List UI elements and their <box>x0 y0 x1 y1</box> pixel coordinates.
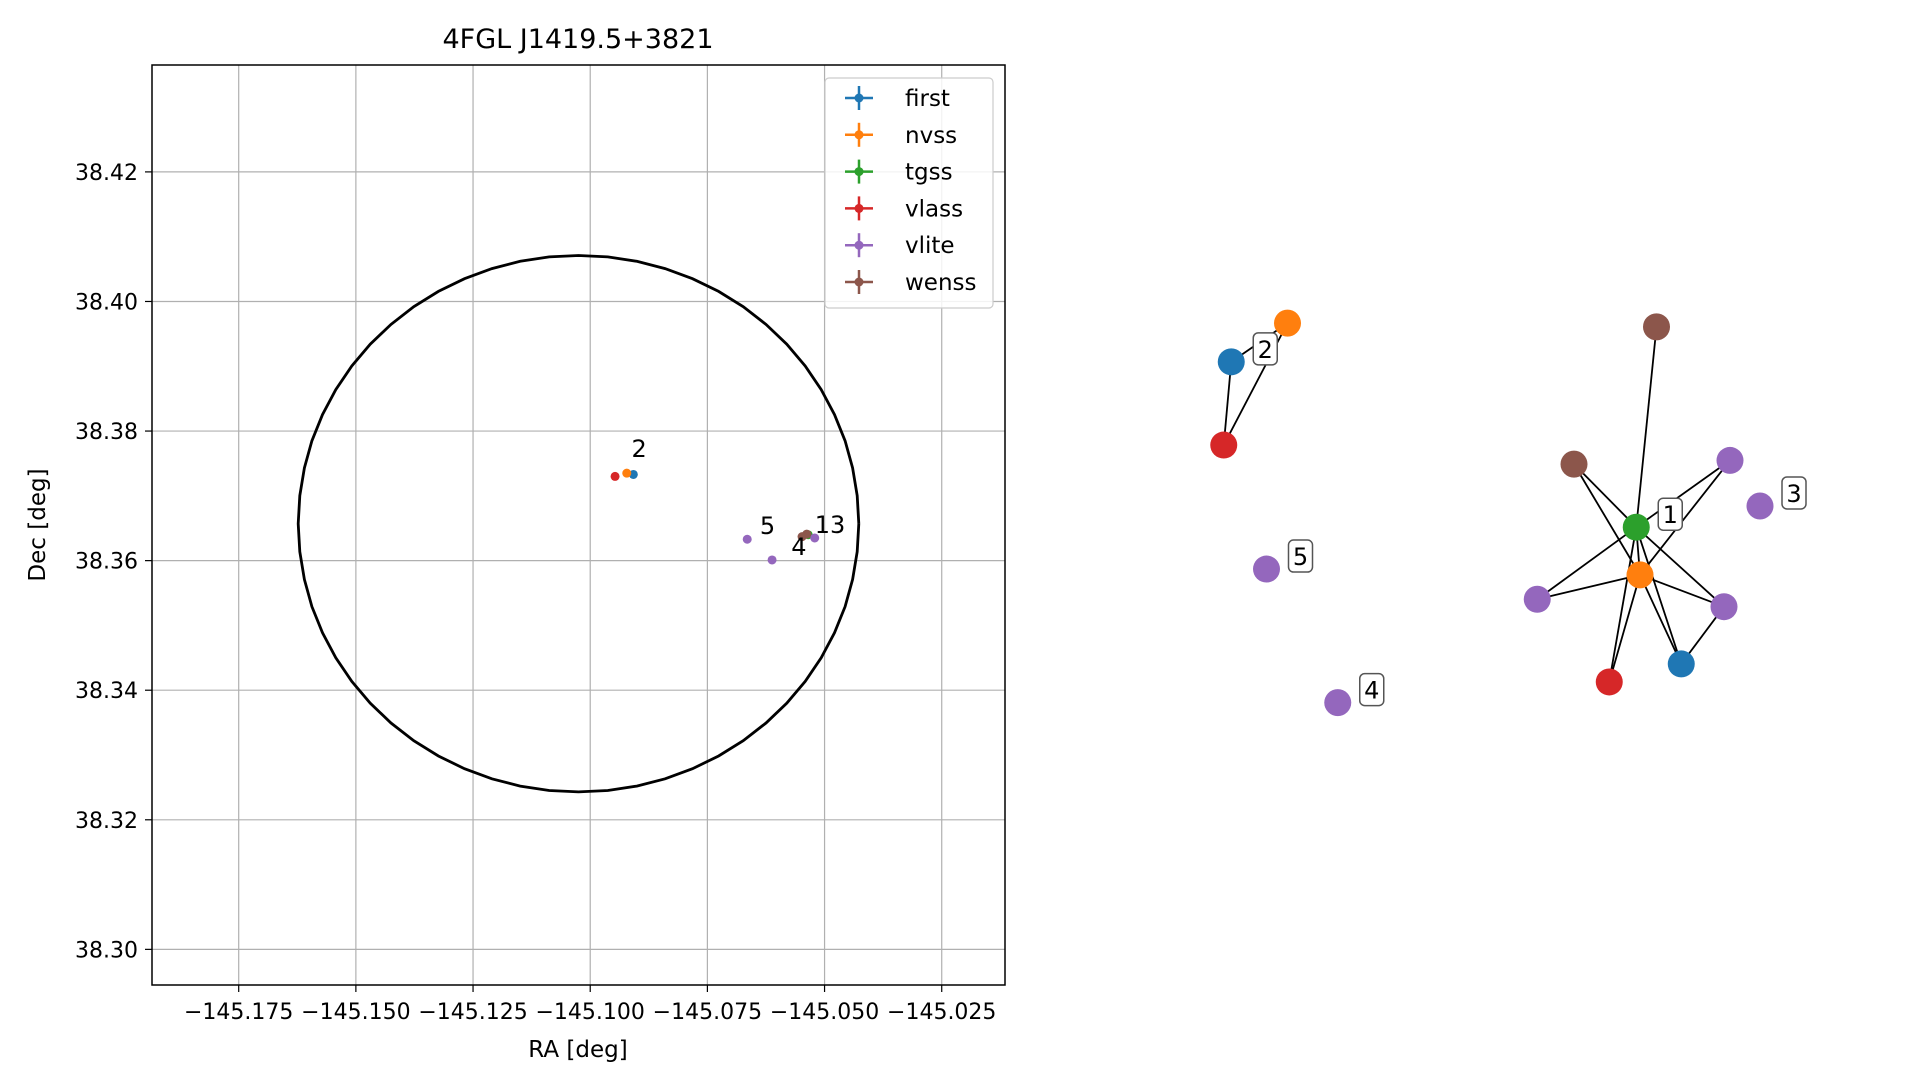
y-ticks: 38.30 38.32 38.34 38.36 38.38 38.40 38.42 <box>75 161 152 963</box>
point-annotation: 5 <box>760 512 775 540</box>
cluster-label-text: 3 <box>1786 480 1801 508</box>
graph-edge <box>1573 463 1637 528</box>
graph-node <box>1523 585 1551 613</box>
graph-node <box>1595 668 1623 696</box>
graph-node <box>1746 492 1774 520</box>
point-annotation: 13 <box>815 511 846 539</box>
y-tick-label: 38.36 <box>75 550 138 575</box>
point-annotation: 4 <box>791 533 806 561</box>
point-nvss <box>622 468 632 478</box>
cluster-label: 4 <box>1359 672 1385 707</box>
graph-node <box>1710 593 1738 621</box>
cluster-label: 2 <box>1252 332 1278 366</box>
cluster-label-text: 2 <box>1258 336 1273 364</box>
point-wenss <box>802 529 812 539</box>
legend-item-tgss: tgss <box>845 159 953 186</box>
graph-edge <box>1573 463 1641 576</box>
graph-node <box>1643 313 1670 341</box>
graph-node <box>1217 348 1245 376</box>
y-tick-label: 38.38 <box>75 420 138 445</box>
y-tick-label: 38.32 <box>75 809 138 834</box>
y-tick-label: 38.40 <box>75 290 138 315</box>
graph-edge <box>1608 574 1641 683</box>
legend-item-nvss: nvss <box>845 122 957 149</box>
legend-label: nvss <box>905 123 957 149</box>
x-tick-label: −145.050 <box>770 1000 879 1025</box>
graph-edge <box>1222 361 1233 446</box>
graph-labels: 2 1 3 5 4 <box>1252 332 1807 707</box>
graph-edge <box>1639 574 1683 665</box>
grid <box>152 65 1005 985</box>
cluster-label-text: 1 <box>1663 501 1678 529</box>
legend-label: first <box>905 86 950 112</box>
graph-edge <box>1635 526 1683 665</box>
legend-label: vlass <box>905 196 963 222</box>
y-tick-label: 38.42 <box>75 161 138 186</box>
graph-node <box>1560 450 1588 478</box>
axes-frame <box>151 64 1006 986</box>
x-tick-label: −145.075 <box>653 1000 762 1025</box>
y-axis-label: Dec [deg] <box>25 468 51 581</box>
x-tick-label: −145.025 <box>887 1000 996 1025</box>
graph-edge <box>1639 574 1725 608</box>
legend-label: wenss <box>905 270 977 296</box>
graph-edge <box>1536 526 1637 600</box>
x-tick-label: −145.100 <box>536 1000 645 1025</box>
graph-node <box>1622 513 1650 541</box>
legend-label: vlite <box>905 233 955 259</box>
graph-edges <box>1222 322 1731 683</box>
point-vlass <box>610 471 620 481</box>
x-axis-label: RA [deg] <box>528 1037 627 1063</box>
error-circle <box>296 254 861 794</box>
y-tick-label: 38.34 <box>75 679 138 704</box>
graph-node <box>1626 561 1654 589</box>
x-ticks: −145.175 −145.150 −145.125 −145.100 −145.075… <box>184 985 996 1025</box>
legend-item-vlite: vlite <box>845 233 955 259</box>
graph-edge <box>1608 527 1638 683</box>
cluster-label: 5 <box>1287 539 1314 573</box>
cluster-label-text: 4 <box>1364 677 1379 705</box>
graph-node <box>1324 689 1352 717</box>
point-vlite <box>767 555 777 565</box>
cluster-label: 1 <box>1657 497 1683 531</box>
legend: first nvss tgss vlass vlite wenss <box>824 77 994 309</box>
point-annotation: 2 <box>631 435 646 463</box>
x-tick-label: −145.175 <box>184 1000 293 1025</box>
graph-edge <box>1635 459 1731 528</box>
cluster-label-text: 5 <box>1293 543 1308 571</box>
graph-node <box>1253 555 1280 583</box>
y-tick-label: 38.30 <box>75 938 138 963</box>
graph-node <box>1210 431 1238 459</box>
graph-edge <box>1635 526 1725 608</box>
chart-title: 4FGL J1419.5+3821 <box>442 24 713 55</box>
error-circle-layer <box>296 254 861 794</box>
points-layer <box>610 468 820 565</box>
legend-item-wenss: wenss <box>845 270 977 296</box>
x-tick-label: −145.125 <box>418 1000 527 1025</box>
association-graph: 2 1 3 5 4 <box>1210 309 1807 717</box>
point-vlite <box>742 534 752 544</box>
legend-item-first: first <box>845 86 950 112</box>
graph-edge <box>1537 574 1641 601</box>
legend-label: tgss <box>905 160 953 186</box>
legend-item-vlass: vlass <box>845 196 963 222</box>
annotations-layer: 2 54 13 <box>631 435 845 561</box>
graph-node <box>1667 650 1695 678</box>
x-tick-label: −145.150 <box>301 1000 410 1025</box>
point-vlite <box>810 533 820 543</box>
graph-node <box>1716 446 1744 474</box>
graph-edge <box>1639 459 1731 576</box>
graph-node <box>1274 309 1301 337</box>
graph-edge <box>1635 326 1658 528</box>
graph-nodes <box>1210 309 1774 717</box>
cluster-label: 3 <box>1781 476 1807 510</box>
